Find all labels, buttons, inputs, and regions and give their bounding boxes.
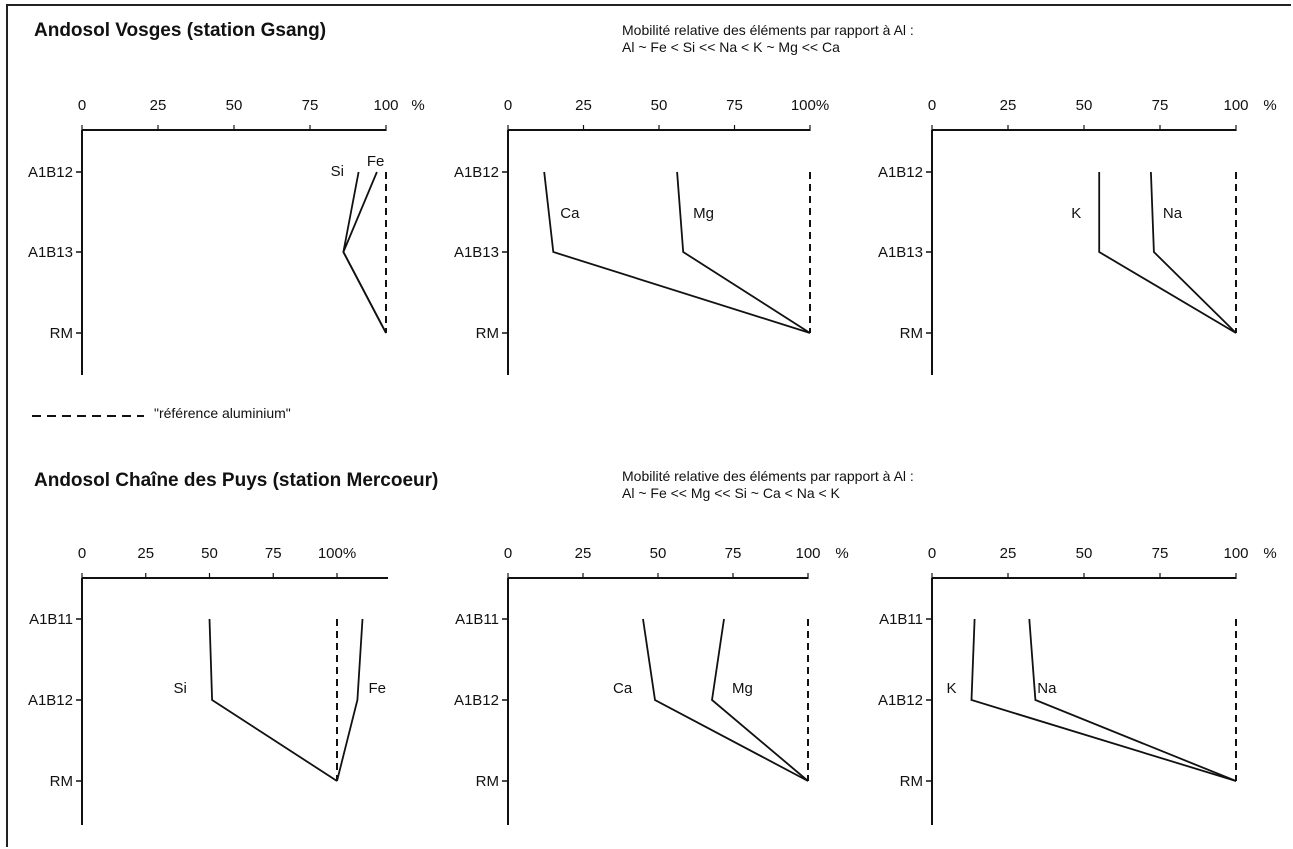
panel-4-series-line-si: [208, 618, 338, 782]
panel-2-series-line-mg: [676, 171, 811, 334]
panel-3-x-tick-label: 25: [1000, 97, 1017, 114]
panel-1-series-line-fe: [342, 171, 387, 334]
legend-reference-swatch: [32, 415, 144, 417]
panel-3-horizon-label: RM: [900, 325, 923, 342]
panel-5-series-label-ca: Ca: [613, 680, 633, 697]
panel-6-horizon-label: A1B12: [878, 692, 923, 709]
panel-4-x-tick-label: 0: [78, 545, 86, 562]
panel-5-horizon-label: A1B11: [455, 611, 499, 628]
panel-4-x-tick-label: 25: [137, 545, 154, 562]
panel-2-horizon-label: RM: [476, 325, 499, 342]
panel-2-x-tick-label: 50: [651, 97, 668, 114]
section-title-vosges: Andosol Vosges (station Gsang): [34, 20, 327, 41]
panel-2-x-tick-label: 25: [575, 97, 592, 114]
mobility-order-vosges: Al ~ Fe < Si << Na < K ~ Mg << Ca: [622, 39, 840, 55]
panel-5-x-tick-label: 0: [504, 545, 512, 562]
panel-1-series-line-si: [342, 171, 387, 334]
panel-2-series-label-mg: Mg: [693, 205, 714, 222]
panel-1-x-unit-label: %: [411, 97, 424, 114]
panel-1-horizon-label: A1B12: [28, 164, 73, 181]
panel-3-x-tick-label: 0: [928, 97, 936, 114]
panel-2-series-label-ca: Ca: [560, 205, 580, 222]
panel-2-horizon-label: A1B13: [454, 244, 499, 261]
panel-2-x-tick-label: 0: [504, 97, 512, 114]
panel-4-horizon-label: A1B11: [29, 611, 73, 628]
panel-6-x-tick-label: 25: [1000, 545, 1017, 562]
panel-2-series-line-ca: [543, 171, 811, 334]
panel-5-x-tick-label: 25: [575, 545, 592, 562]
panel-1-horizon-label: A1B13: [28, 244, 73, 261]
panel-6-x-tick-label: 50: [1076, 545, 1093, 562]
panel-1-x-tick-label: 50: [226, 97, 243, 114]
panel-6-x-unit-label: %: [1263, 545, 1276, 562]
panel-2-x-tick-label: 100%: [791, 97, 829, 114]
panel-5-horizon-label: RM: [476, 773, 499, 790]
panel-3-series-label-k: K: [1071, 205, 1081, 222]
panel-6-x-tick-label: 75: [1152, 545, 1169, 562]
panel-1-x-tick-label: 100: [373, 97, 398, 114]
panel-3-x-tick-label: 50: [1076, 97, 1093, 114]
panel-6-series-label-k: K: [947, 680, 957, 697]
panel-5-horizon-label: A1B12: [454, 692, 499, 709]
panel-6-x-tick-label: 100: [1223, 545, 1248, 562]
panel-2-horizon-label: A1B12: [454, 164, 499, 181]
panel-1-horizon-label: RM: [50, 325, 73, 342]
panel-3-series-line-na: [1150, 171, 1237, 334]
panel-5-series-line-mg: [711, 618, 809, 782]
legend-reference-label: "référence aluminium": [154, 405, 291, 421]
panel-4-horizon-label: RM: [50, 773, 73, 790]
panel-4-series-label-si: Si: [174, 680, 187, 697]
panel-1-series-label-fe: Fe: [367, 153, 385, 170]
panel-5-x-unit-label: %: [835, 545, 848, 562]
panel-3-series-line-k: [1098, 172, 1237, 334]
panel-4-x-tick-label: 75: [265, 545, 282, 562]
panel-3-series-label-na: Na: [1163, 205, 1183, 222]
panel-3-horizon-label: A1B12: [878, 164, 923, 181]
panel-1-x-tick-label: 25: [150, 97, 167, 114]
mobility-order-puys: Al ~ Fe << Mg << Si ~ Ca < Na < K: [622, 485, 840, 501]
panel-1-x-tick-label: 75: [302, 97, 319, 114]
panel-4-x-tick-label: 100%: [318, 545, 356, 562]
panel-3-x-tick-label: 100: [1223, 97, 1248, 114]
panel-5-series-line-ca: [642, 618, 809, 782]
panel-4-series-line-fe: [336, 618, 364, 782]
panel-4-horizon-label: A1B12: [28, 692, 73, 709]
panel-3-x-unit-label: %: [1263, 97, 1276, 114]
panel-1-x-tick-label: 0: [78, 97, 86, 114]
panel-5-x-tick-label: 50: [650, 545, 667, 562]
mobility-heading-puys: Mobilité relative des éléments par rappo…: [622, 468, 914, 484]
figure-border: [6, 4, 1291, 847]
panel-1-series-label-si: Si: [331, 163, 344, 180]
panel-5-x-tick-label: 100: [795, 545, 820, 562]
panel-5-series-label-mg: Mg: [732, 680, 753, 697]
panel-6-series-line-k: [970, 618, 1237, 782]
panel-2-x-tick-label: 75: [726, 97, 743, 114]
section-title-puys: Andosol Chaîne des Puys (station Mercoeu…: [34, 470, 439, 491]
panel-6-series-label-na: Na: [1037, 680, 1057, 697]
panel-5-x-tick-label: 75: [725, 545, 742, 562]
panel-6-x-tick-label: 0: [928, 545, 936, 562]
panel-3-x-tick-label: 75: [1152, 97, 1169, 114]
panel-3-horizon-label: A1B13: [878, 244, 923, 261]
panel-4-series-label-fe: Fe: [369, 680, 387, 697]
mobility-heading-vosges: Mobilité relative des éléments par rappo…: [622, 22, 914, 38]
panel-6-horizon-label: A1B11: [879, 611, 923, 628]
panel-4-x-tick-label: 50: [201, 545, 218, 562]
panel-6-horizon-label: RM: [900, 773, 923, 790]
panel-6-series-line-na: [1028, 618, 1237, 782]
